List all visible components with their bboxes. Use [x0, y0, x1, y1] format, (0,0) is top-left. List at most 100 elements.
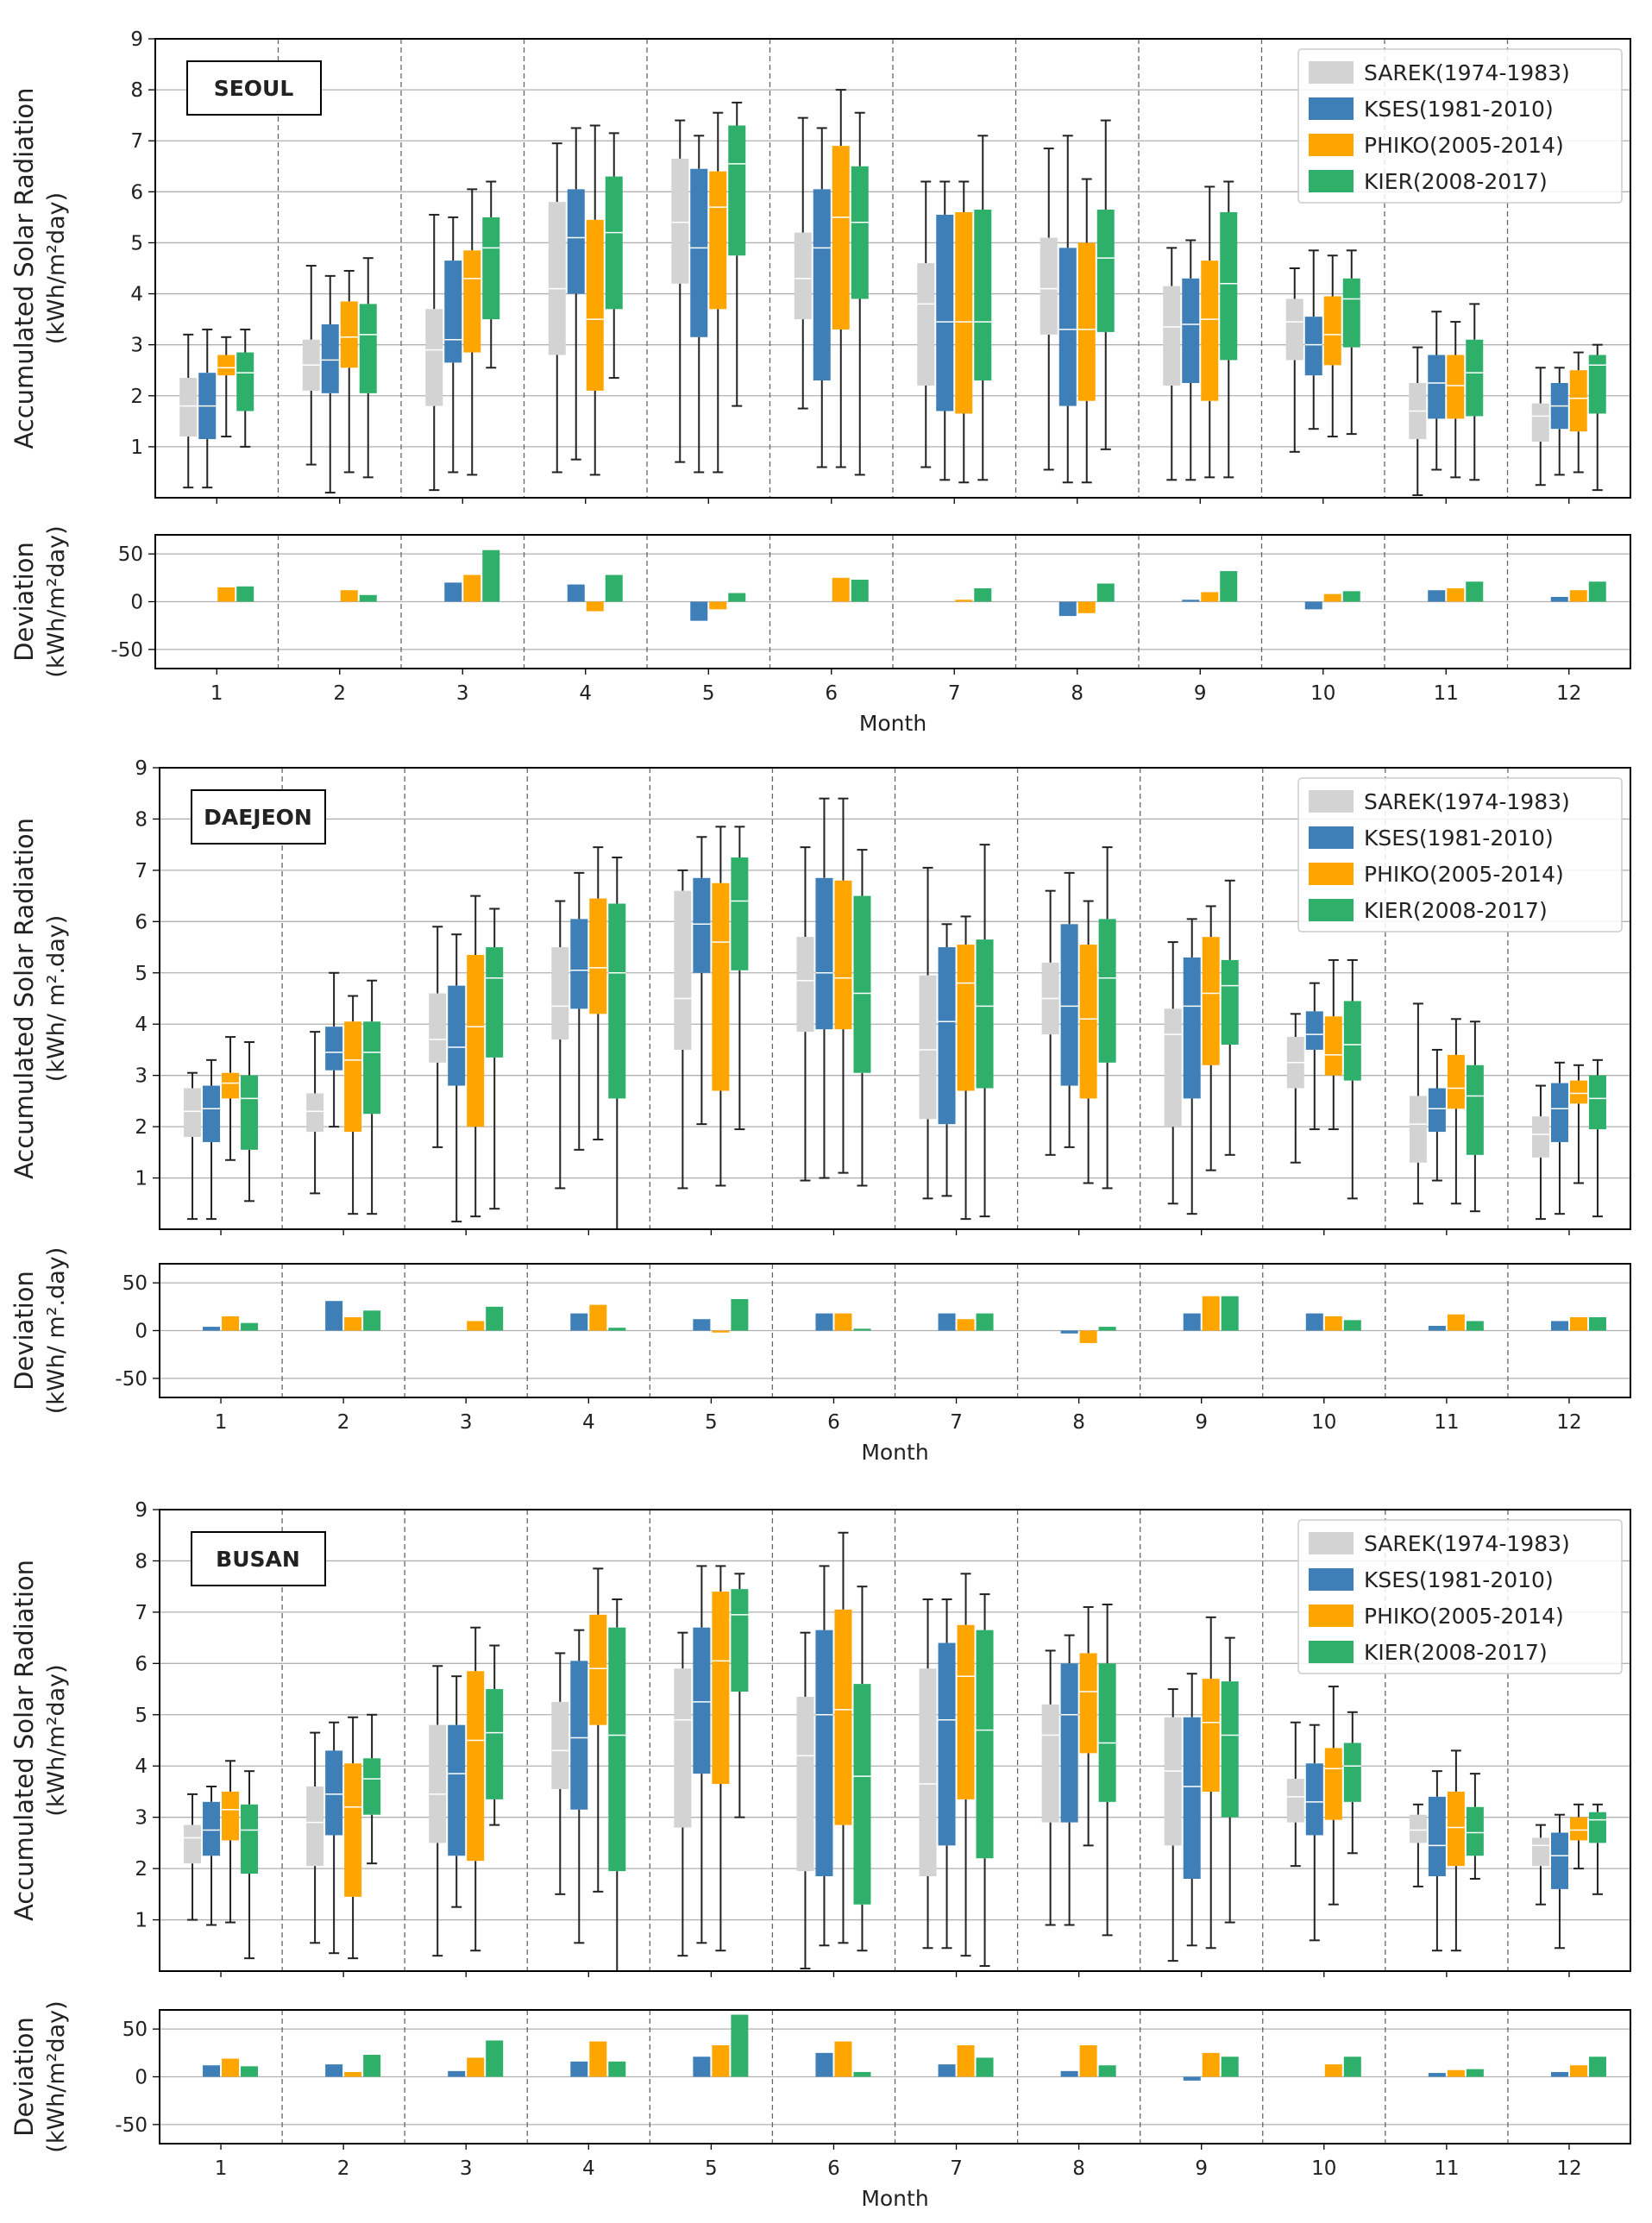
deviation-bar	[834, 1313, 852, 1331]
deviation-bar	[241, 1322, 259, 1331]
y-tick-label: 8	[135, 1550, 148, 1573]
box	[325, 1027, 343, 1071]
deviation-bar	[1079, 2044, 1097, 2077]
box	[1079, 945, 1097, 1099]
series-3	[241, 826, 1606, 1230]
legend: SAREK(1974-1983) KSES(1981-2010) PHIKO(200…	[1297, 777, 1623, 933]
y-tick-label: 3	[135, 1807, 148, 1830]
box	[1409, 1814, 1427, 1843]
plot-frame	[159, 767, 1631, 1230]
deviation-y-label-line2: (kWh/m²day)	[43, 525, 70, 677]
deviation-bar	[1323, 593, 1341, 602]
y-tick-label: 6	[135, 1653, 148, 1675]
deviation-bar	[217, 587, 236, 602]
box	[1220, 211, 1238, 361]
deviation-bar	[448, 2070, 466, 2077]
box	[222, 1072, 240, 1099]
deviation-bar	[1058, 601, 1077, 617]
deviation-bar	[359, 594, 377, 602]
x-tick-label: 6	[825, 682, 838, 705]
box	[1569, 370, 1587, 432]
box	[567, 189, 585, 294]
box	[306, 1093, 324, 1133]
deviation-bar	[1428, 590, 1446, 602]
city-label-box	[191, 789, 326, 845]
x-tick-label: 3	[460, 2157, 473, 2180]
deviation-y-label-line1: Deviation	[9, 2017, 39, 2137]
city-label-text: DAEJEON	[204, 805, 312, 830]
box	[463, 250, 481, 353]
legend-entry-label: SAREK(1974-1983)	[1364, 1531, 1570, 1556]
box	[1041, 1704, 1059, 1823]
box	[486, 947, 504, 1058]
deviation-bar	[1569, 590, 1587, 602]
box	[674, 890, 692, 1050]
legend-swatch	[1309, 97, 1354, 120]
series-1	[198, 127, 1568, 494]
box	[1531, 403, 1549, 442]
x-axis-label: Month	[861, 1440, 928, 1465]
box	[671, 158, 689, 284]
deviation-bar	[344, 2071, 362, 2077]
box	[425, 309, 443, 406]
box	[1060, 924, 1078, 1086]
y-tick-label: 2	[130, 386, 143, 408]
deviation-frame	[159, 2009, 1631, 2145]
deviation-series-2	[222, 1296, 1587, 1343]
deviation-bar	[1183, 1313, 1201, 1331]
box	[444, 261, 462, 363]
box	[796, 1696, 814, 1872]
legend-entry-label: SAREK(1974-1983)	[1364, 60, 1570, 85]
box	[853, 1684, 871, 1905]
legend: SAREK(1974-1983) KSES(1981-2010) PHIKO(200…	[1297, 1519, 1623, 1674]
deviation-bar	[482, 549, 500, 602]
box	[1569, 1817, 1587, 1841]
box	[321, 324, 339, 393]
box	[693, 877, 711, 973]
deviation-bar	[709, 601, 727, 610]
legend-swatch	[1309, 134, 1354, 156]
box	[1323, 296, 1341, 366]
box	[796, 937, 814, 1033]
city-label-box	[186, 60, 322, 116]
deviation-bar	[325, 1301, 343, 1331]
deviation-y-tick-label: -50	[115, 2114, 148, 2137]
deviation-bar	[1324, 1316, 1342, 1331]
box	[1324, 1748, 1342, 1820]
city-label-text: SEOUL	[214, 76, 294, 101]
x-tick-label: 5	[702, 682, 715, 705]
box	[608, 1627, 626, 1872]
deviation-bar	[1096, 583, 1115, 602]
deviation-bar	[976, 2057, 994, 2077]
deviation-bar	[1550, 1321, 1568, 1331]
deviation-bar	[1324, 2064, 1342, 2077]
box	[570, 919, 588, 1009]
box	[1466, 339, 1484, 417]
legend: SAREK(1974-1983) KSES(1981-2010) PHIKO(200…	[1297, 48, 1623, 204]
deviation-bar	[693, 1319, 711, 1331]
box	[344, 1763, 362, 1897]
legend-entry-label: PHIKO(2005-2014)	[1364, 133, 1564, 158]
deviation-bar	[690, 601, 708, 621]
box	[184, 1824, 202, 1864]
legend-swatch	[1309, 899, 1354, 921]
deviation-bar	[1304, 601, 1322, 610]
series-1	[203, 1565, 1568, 1955]
legend-frame	[1297, 1519, 1623, 1674]
deviation-bar	[486, 2040, 504, 2077]
deviation-series-2	[222, 2041, 1587, 2077]
deviation-bar	[1183, 2076, 1201, 2081]
legend-entry-label: KSES(1981-2010)	[1364, 1567, 1554, 1592]
x-tick-label: 1	[215, 2157, 228, 2180]
box	[976, 1630, 994, 1859]
box	[608, 903, 626, 1099]
deviation-bar	[1466, 2069, 1484, 2077]
plot-frame	[159, 1509, 1631, 1972]
box	[1286, 1779, 1304, 1823]
box	[1324, 1016, 1342, 1076]
deviation-bar	[1201, 592, 1219, 602]
legend-swatch	[1309, 1604, 1354, 1627]
deviation-y-axis-label: Deviation (kWh/m²day)	[9, 2000, 70, 2152]
